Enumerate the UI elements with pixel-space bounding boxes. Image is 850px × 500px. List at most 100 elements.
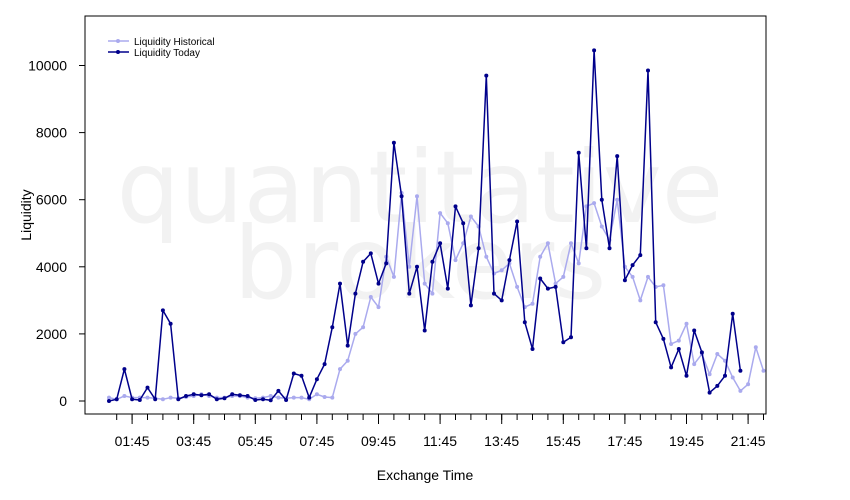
y-axis-title: Liquidity <box>18 189 34 240</box>
x-tick-label: 17:45 <box>607 433 642 449</box>
data-point-historical <box>322 395 327 399</box>
data-point-historical <box>345 358 350 363</box>
data-point-today <box>353 291 358 296</box>
data-point-historical <box>638 298 643 303</box>
data-point-today <box>222 396 227 401</box>
data-point-today <box>484 73 489 78</box>
data-point-historical <box>438 211 443 216</box>
data-point-historical <box>291 395 296 400</box>
data-point-historical <box>576 261 581 266</box>
data-point-today <box>422 328 427 333</box>
data-point-historical <box>445 221 450 226</box>
data-point-historical <box>684 321 689 326</box>
data-point-historical <box>661 283 666 288</box>
data-point-historical <box>407 264 412 269</box>
data-point-historical <box>422 281 427 286</box>
data-point-historical <box>545 241 550 246</box>
data-point-historical <box>761 368 766 373</box>
data-point-today <box>191 392 196 397</box>
x-tick-label: 05:45 <box>238 433 273 449</box>
data-point-today <box>576 150 581 155</box>
data-point-today <box>176 397 181 402</box>
data-point-historical <box>276 395 281 400</box>
legend-marker-today <box>116 50 120 54</box>
data-point-today <box>522 320 527 325</box>
x-tick-label: 13:45 <box>484 433 519 449</box>
x-tick-label: 01:45 <box>115 433 150 449</box>
data-point-historical <box>461 241 466 246</box>
data-point-today <box>538 276 543 281</box>
data-point-today <box>253 398 258 402</box>
x-tick-label: 11:45 <box>423 433 457 449</box>
data-point-historical <box>599 224 604 229</box>
data-point-historical <box>715 352 720 356</box>
data-point-today <box>415 264 419 269</box>
data-point-today <box>130 397 135 402</box>
data-point-today <box>430 259 435 264</box>
data-point-today <box>707 390 712 395</box>
data-point-today <box>584 246 589 251</box>
data-point-today <box>699 350 704 355</box>
data-point-today <box>468 303 473 308</box>
x-tick-label: 07:45 <box>299 433 334 449</box>
data-point-historical <box>730 375 735 380</box>
data-point-today <box>376 281 381 286</box>
data-point-today <box>237 393 242 398</box>
x-tick-label: 03:45 <box>176 433 211 449</box>
data-point-historical <box>530 301 535 306</box>
data-point-today <box>545 286 550 291</box>
data-point-historical <box>122 394 127 398</box>
data-point-historical <box>299 395 304 400</box>
data-point-today <box>322 362 327 367</box>
data-point-today <box>399 194 404 199</box>
data-point-today <box>445 286 450 291</box>
data-point-today <box>330 325 335 330</box>
data-point-today <box>615 154 620 159</box>
data-point-historical <box>515 284 520 289</box>
data-point-historical <box>746 382 751 387</box>
y-tick-label: 2000 <box>36 326 67 342</box>
data-point-historical <box>314 392 319 397</box>
y-axis: 0 2000 4000 6000 8000 10000 <box>28 58 85 409</box>
data-point-historical <box>669 342 674 346</box>
data-point-historical <box>415 194 419 199</box>
data-point-historical <box>561 274 566 279</box>
data-point-today <box>530 347 535 351</box>
data-point-historical <box>160 397 165 402</box>
x-axis-title: Exchange Time <box>377 467 474 483</box>
data-point-today <box>407 291 412 296</box>
data-point-today <box>338 281 342 286</box>
x-tick-label: 19:45 <box>669 433 704 449</box>
legend-label-historical: Liquidity Historical <box>134 37 215 48</box>
data-point-today <box>622 278 627 283</box>
data-point-historical <box>553 281 558 286</box>
x-axis: 01:45 03:45 05:45 07:45 09:45 11:45 13:45 15:45… <box>115 414 766 449</box>
data-point-today <box>599 197 604 202</box>
data-point-today <box>653 320 658 325</box>
data-point-historical <box>430 291 435 296</box>
data-point-historical <box>738 388 743 393</box>
data-point-historical <box>353 331 358 336</box>
y-tick-label: 4000 <box>36 259 67 275</box>
data-point-today <box>345 343 350 348</box>
data-point-today <box>592 48 597 53</box>
data-point-today <box>669 365 674 370</box>
data-point-today <box>646 68 650 73</box>
data-point-historical <box>615 197 620 202</box>
data-point-today <box>684 373 689 378</box>
data-point-today <box>361 259 366 264</box>
data-point-today <box>299 373 304 378</box>
data-point-historical <box>676 338 681 343</box>
data-point-historical <box>376 305 381 310</box>
data-point-today <box>160 308 165 313</box>
data-point-historical <box>538 254 543 259</box>
data-point-today <box>676 347 681 351</box>
data-point-today <box>314 377 319 382</box>
data-point-today <box>268 398 273 403</box>
data-point-today <box>137 398 142 402</box>
data-point-today <box>553 284 558 289</box>
data-point-today <box>214 397 219 402</box>
data-point-today <box>261 397 265 402</box>
data-point-today <box>492 291 496 296</box>
